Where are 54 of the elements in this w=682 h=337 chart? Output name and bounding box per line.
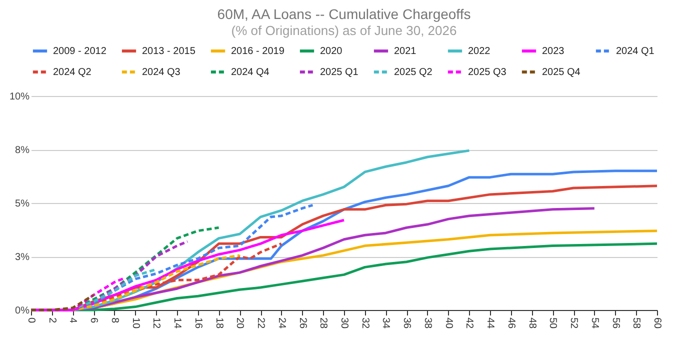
y-tick-label: 3% [15,252,30,263]
y-tick-label: 8% [15,145,30,156]
legend-label: 2016 - 2019 [231,46,285,57]
x-tick-label: 12 [150,318,162,330]
x-tick-label: 46 [505,318,516,330]
legend-label: 2025 Q1 [320,67,359,78]
legend-label: 2022 [468,46,491,57]
y-tick-label: 10% [9,92,30,102]
x-tick-label: 60 [652,318,662,330]
x-tick-label: 2 [46,318,58,324]
legend-label: 2020 [320,46,343,57]
x-tick-label: 6 [88,318,100,324]
x-tick-label: 4 [67,318,78,324]
x-tick-label: 8 [108,318,120,324]
legend-label: 2013 - 2015 [142,46,196,57]
legend-label: 2025 Q3 [468,67,507,78]
x-tick-label: 44 [484,318,496,330]
x-tick-label: 34 [380,318,392,330]
x-tick-label: 56 [610,318,621,330]
x-tick-label: 50 [547,318,558,330]
legend-label: 2009 - 2012 [53,46,107,57]
x-tick-label: 0 [26,318,36,324]
legend-label: 2021 [394,46,417,57]
x-tick-label: 42 [464,318,475,330]
x-tick-label: 52 [568,318,580,330]
chart-title: 60M, AA Loans -- Cumulative Chargeoffs [217,6,471,22]
x-tick-label: 36 [401,318,412,330]
legend-label: 2025 Q2 [394,67,433,78]
x-tick-label: 16 [192,318,204,330]
legend-label: 2024 Q2 [53,67,92,78]
legend-label: 2025 Q4 [542,67,581,78]
x-tick-label: 24 [276,318,287,330]
y-tick-label: 5% [15,198,30,210]
x-tick-label: 10 [130,318,141,330]
legend-label: 2024 Q1 [616,46,655,57]
chart-subtitle: (% of Originations) as of June 30, 2026 [231,23,457,38]
x-tick-label: 54 [588,318,600,330]
x-tick-label: 30 [338,318,350,330]
y-tick-label: 0% [15,306,30,316]
x-tick-label: 20 [234,318,246,330]
legend-label: 2024 Q4 [231,67,270,78]
x-tick-label: 28 [318,318,329,330]
x-tick-label: 14 [172,318,183,330]
x-tick-label: 26 [296,318,308,330]
x-tick-label: 22 [255,318,266,330]
x-tick-label: 32 [359,318,370,330]
x-tick-label: 58 [630,318,642,330]
legend-label: 2023 [542,46,565,57]
x-tick-label: 48 [526,318,538,330]
x-tick-label: 40 [442,318,454,330]
legend-label: 2024 Q3 [142,67,181,78]
x-tick-label: 38 [422,318,433,330]
line-series [30,294,95,312]
x-tick-label: 18 [213,318,224,330]
